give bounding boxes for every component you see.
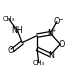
Text: O: O — [59, 40, 65, 49]
Text: N: N — [49, 51, 54, 60]
Text: O: O — [54, 17, 60, 26]
Text: CH₃: CH₃ — [33, 60, 45, 66]
Text: CH₃: CH₃ — [3, 16, 15, 22]
Text: −: − — [58, 18, 63, 23]
Text: O: O — [7, 46, 14, 55]
Text: +: + — [52, 28, 56, 33]
Text: N: N — [47, 29, 53, 38]
Text: NH: NH — [11, 26, 23, 35]
